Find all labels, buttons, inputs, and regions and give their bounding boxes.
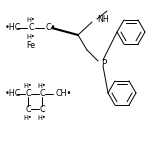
Text: C: C [39,90,45,98]
Text: H•: H• [38,83,46,89]
Text: C•: C• [45,23,55,33]
Text: P: P [101,58,106,68]
Text: H•: H• [38,115,46,121]
Text: C: C [28,23,34,33]
Text: H•: H• [24,83,32,89]
Text: C: C [25,90,31,98]
Text: H•: H• [24,115,32,121]
Text: H•: H• [27,34,35,40]
Text: H•: H• [27,17,35,23]
Text: C: C [25,105,31,113]
Text: C: C [39,105,45,113]
Text: •HC: •HC [5,90,21,98]
Text: NH: NH [97,16,109,24]
Text: Fe: Fe [26,41,36,51]
Text: CH•: CH• [55,90,71,98]
Text: •HC: •HC [5,23,21,33]
